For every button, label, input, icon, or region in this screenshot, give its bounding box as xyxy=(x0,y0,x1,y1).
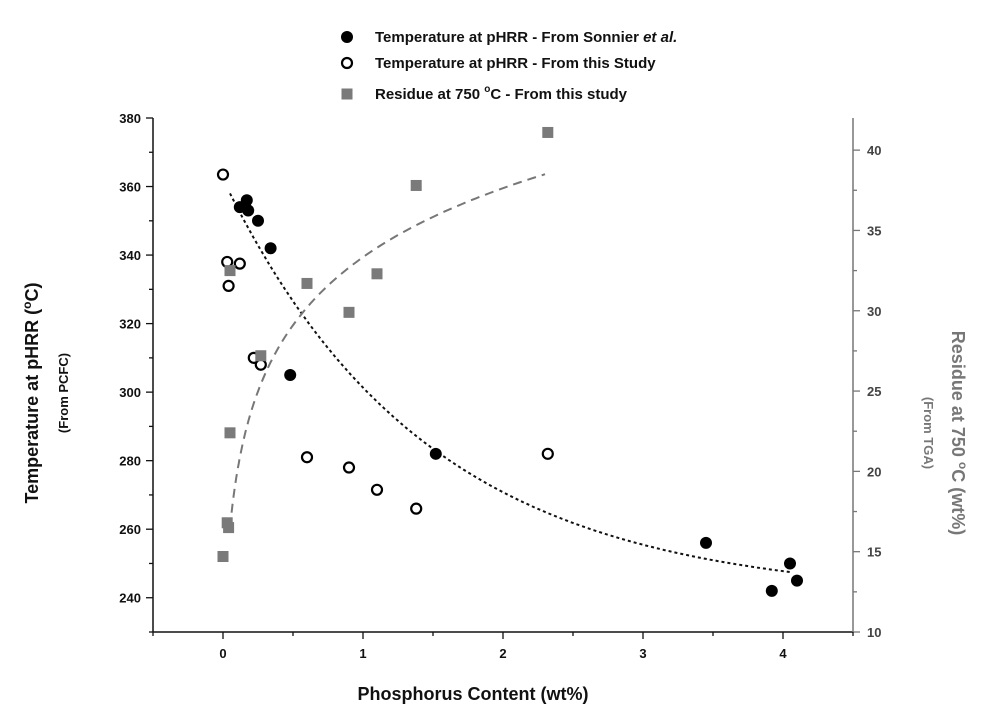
legend-label-residue: Residue at 750 oC - From this study xyxy=(375,84,628,103)
y2-tick-label: 35 xyxy=(867,223,881,238)
y-axis-title-left: Temperature at pHRR (oC) xyxy=(20,282,42,503)
y-tick-label: 300 xyxy=(119,385,141,400)
point-sonnier xyxy=(700,536,712,549)
y-axis-subtitle-right: (From TGA) xyxy=(921,397,936,469)
y2-tick-label: 15 xyxy=(867,545,881,560)
x-tick-label: 2 xyxy=(499,646,506,661)
legend-marker-this-study xyxy=(340,56,354,70)
point-this-study xyxy=(370,483,384,496)
legend-marker-sonnier xyxy=(341,31,353,43)
y2-tick-label: 40 xyxy=(867,143,881,158)
trendline-temperature xyxy=(229,192,791,573)
y2-tick-label: 30 xyxy=(867,304,881,319)
point-sonnier xyxy=(791,574,803,587)
point-residue xyxy=(224,265,236,277)
legend: Temperature at pHRR - From Sonnier et al… xyxy=(340,29,677,103)
y-tick-label: 360 xyxy=(119,180,141,195)
point-residue xyxy=(224,427,236,439)
x-tick-label: 4 xyxy=(779,646,787,661)
y-tick-label: 280 xyxy=(119,454,141,469)
y2-tick-label: 10 xyxy=(867,625,881,640)
trendline-residue xyxy=(229,173,546,528)
point-sonnier xyxy=(264,242,277,255)
point-this-study xyxy=(233,257,246,270)
point-this-study xyxy=(216,168,230,181)
y2-tick-label: 20 xyxy=(867,464,881,479)
point-this-study xyxy=(222,279,235,293)
point-residue xyxy=(542,126,554,138)
point-sonnier xyxy=(284,369,297,381)
point-sonnier xyxy=(240,194,253,207)
axis-titles: Phosphorus Content (wt%) Temperature at p… xyxy=(20,282,970,704)
y-tick-label: 320 xyxy=(119,317,141,332)
point-sonnier xyxy=(765,584,778,597)
trendlines xyxy=(229,173,791,573)
x-tick-label: 0 xyxy=(219,646,226,661)
y-axis-title-right: Residue at 750 oC (wt%) xyxy=(948,331,970,535)
legend-label-sonnier: Temperature at pHRR - From Sonnier et al… xyxy=(375,29,677,46)
legend-marker-residue xyxy=(341,88,353,100)
point-residue xyxy=(371,268,383,280)
x-tick-label: 1 xyxy=(359,646,366,661)
y2-tick-label: 25 xyxy=(867,384,881,399)
point-this-study xyxy=(541,447,554,460)
point-residue xyxy=(223,522,235,534)
point-residue xyxy=(410,179,422,191)
point-sonnier xyxy=(242,204,255,217)
data-points xyxy=(216,126,803,597)
y-tick-label: 380 xyxy=(119,111,141,126)
point-residue xyxy=(343,306,355,318)
point-this-study xyxy=(300,451,314,464)
y-axis-subtitle-left: (From PCFC) xyxy=(56,353,71,433)
x-axis-title: Phosphorus Content (wt%) xyxy=(358,684,589,704)
point-sonnier xyxy=(784,557,796,570)
point-sonnier xyxy=(429,447,442,460)
y-tick-label: 260 xyxy=(119,522,141,537)
point-residue xyxy=(255,350,267,362)
legend-label-this-study: Temperature at pHRR - From this Study xyxy=(375,55,656,72)
y-tick-label: 340 xyxy=(119,248,141,263)
y-tick-label: 240 xyxy=(119,591,141,606)
x-tick-label: 3 xyxy=(639,646,646,661)
point-residue xyxy=(217,551,229,563)
point-sonnier xyxy=(252,214,264,227)
axes: 240 260 280 300 320 340 360 380 10 15 20 25 30 35 40 0 1… xyxy=(119,111,881,661)
point-residue xyxy=(301,277,313,289)
point-this-study xyxy=(342,461,356,474)
point-this-study xyxy=(410,502,423,515)
